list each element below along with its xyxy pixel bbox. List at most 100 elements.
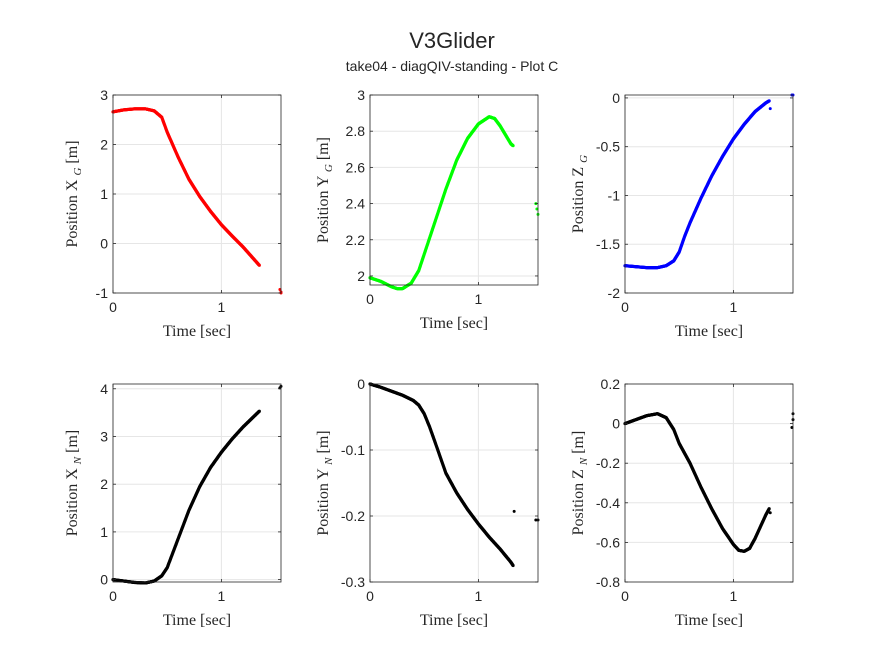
x-tick-label: 1: [474, 291, 482, 307]
y-tick-label: -0.5: [596, 139, 620, 155]
x-axis-label: Time [sec]: [163, 612, 231, 629]
y-tick-label: 1: [100, 186, 108, 202]
axes-frame: [369, 94, 539, 286]
data-point: [511, 144, 515, 148]
axes-frame: [369, 383, 539, 583]
y-tick-label: -0.1: [341, 442, 365, 458]
y-tick-label: -0.2: [341, 508, 365, 524]
figure-subtitle: take04 - diagQIV-standing - Plot C: [346, 58, 558, 74]
subplot-4: 0 1 0 1 2 3 4 Time [sec] Position X N [m]: [64, 381, 283, 629]
y-axis-label-subscript: N: [323, 457, 335, 466]
axes-frame: [624, 94, 794, 294]
y-axis-label-unit: [m]: [315, 430, 332, 457]
y-axis-label-unit: [m]: [315, 137, 332, 164]
axes-frame: [624, 383, 794, 583]
plot-area: [625, 95, 793, 293]
y-axis-label-subscript: N: [72, 456, 84, 465]
y-axis-label-unit: [m]: [570, 431, 587, 458]
y-axis-label: Position Y N [m]: [315, 430, 335, 535]
y-axis-label-subscript: G: [72, 168, 84, 176]
y-axis-label-main: Position X: [64, 464, 81, 536]
y-axis-label: Position Y G [m]: [315, 137, 335, 243]
y-axis-label-subscript: G: [323, 164, 335, 172]
y-tick-label: 1: [100, 524, 108, 540]
y-axis-label-unit: [m]: [64, 140, 81, 167]
subplot-6: 0 1 -0.8 -0.6 -0.4 -0.2 0 0.2 Time [sec] Position…: [570, 376, 795, 629]
plot-area: [370, 95, 538, 285]
y-axis-label-main: Position Z: [570, 163, 587, 233]
axes-frame: [112, 383, 282, 583]
plot-area: [625, 384, 793, 582]
y-axis-label: Position Z G: [570, 155, 590, 233]
y-tick-label: -1: [96, 285, 109, 301]
y-axis-label: Position X G [m]: [64, 140, 84, 247]
y-axis-label-subscript: G: [578, 155, 590, 163]
data-point: [767, 99, 771, 103]
x-tick-label: 1: [217, 588, 225, 604]
y-tick-label: -0.3: [341, 574, 365, 590]
subplot-2: 0 1 2 2.2 2.4 2.6 2.8 3 Time [sec] Position Y G […: [315, 87, 540, 332]
y-tick-label: -0.8: [596, 574, 620, 590]
y-axis-label: Position Z N [m]: [570, 431, 590, 536]
y-tick-label: -0.2: [596, 455, 620, 471]
y-tick-label: 2: [100, 476, 108, 492]
x-tick-label: 0: [621, 588, 629, 604]
x-tick-label: 0: [109, 299, 117, 315]
x-tick-label: 1: [217, 299, 225, 315]
y-tick-label: 2.2: [346, 232, 366, 248]
y-tick-label: 2: [100, 137, 108, 153]
subplot-5: 0 1 -0.3 -0.2 -0.1 0 Time [sec] Position Y N [m…: [315, 376, 540, 629]
y-tick-label: -2: [608, 285, 621, 301]
outlier-point: [768, 107, 772, 111]
y-axis-label-main: Position Z: [570, 465, 587, 535]
y-tick-label: -1.5: [596, 236, 620, 252]
y-tick-label: 2.4: [346, 196, 366, 212]
outlier-point: [512, 509, 516, 513]
x-axis-label: Time [sec]: [675, 323, 743, 340]
y-tick-label: 0: [612, 90, 620, 106]
y-axis-label-main: Position Y: [315, 465, 332, 536]
y-tick-label: 0: [100, 572, 108, 588]
y-axis-label: Position X N [m]: [64, 430, 84, 536]
outlier-point: [768, 511, 772, 515]
y-tick-label: 2.8: [346, 123, 366, 139]
x-tick-label: 0: [366, 588, 374, 604]
x-tick-label: 0: [109, 588, 117, 604]
data-point: [257, 409, 261, 413]
y-tick-label: 3: [100, 428, 108, 444]
y-tick-label: -0.4: [596, 495, 620, 511]
x-axis-label: Time [sec]: [420, 315, 488, 332]
subplot-3: 0 1 -2 -1.5 -1 -0.5 0 Time [sec] Position Z G: [570, 90, 795, 340]
y-tick-label: 0: [612, 416, 620, 432]
y-tick-label: 0.2: [601, 376, 621, 392]
x-axis-label: Time [sec]: [675, 612, 743, 629]
data-point: [511, 563, 515, 568]
y-tick-label: 0: [357, 376, 365, 392]
x-tick-label: 1: [729, 588, 737, 604]
x-tick-label: 0: [366, 291, 374, 307]
y-tick-label: 3: [357, 87, 365, 103]
data-point: [257, 263, 261, 267]
x-tick-label: 1: [729, 299, 737, 315]
y-axis-label-unit: [m]: [64, 430, 81, 457]
x-tick-label: 1: [474, 588, 482, 604]
x-axis-label: Time [sec]: [163, 323, 231, 340]
y-tick-label: -0.6: [596, 534, 620, 550]
y-tick-label: 0: [100, 236, 108, 252]
y-tick-label: 2: [357, 268, 365, 284]
y-tick-label: 2.6: [346, 159, 366, 175]
y-tick-label: -1: [608, 187, 621, 203]
data-point: [767, 507, 771, 511]
figure-title: V3Glider: [409, 28, 495, 53]
y-tick-label: 4: [100, 381, 108, 397]
x-axis-label: Time [sec]: [420, 612, 488, 629]
plot-area: [370, 384, 538, 582]
outlier-point: [534, 518, 538, 522]
y-axis-label-main: Position X: [64, 176, 81, 248]
y-axis-label-main: Position Y: [315, 172, 332, 243]
y-tick-label: 3: [100, 87, 108, 103]
x-tick-label: 0: [621, 299, 629, 315]
